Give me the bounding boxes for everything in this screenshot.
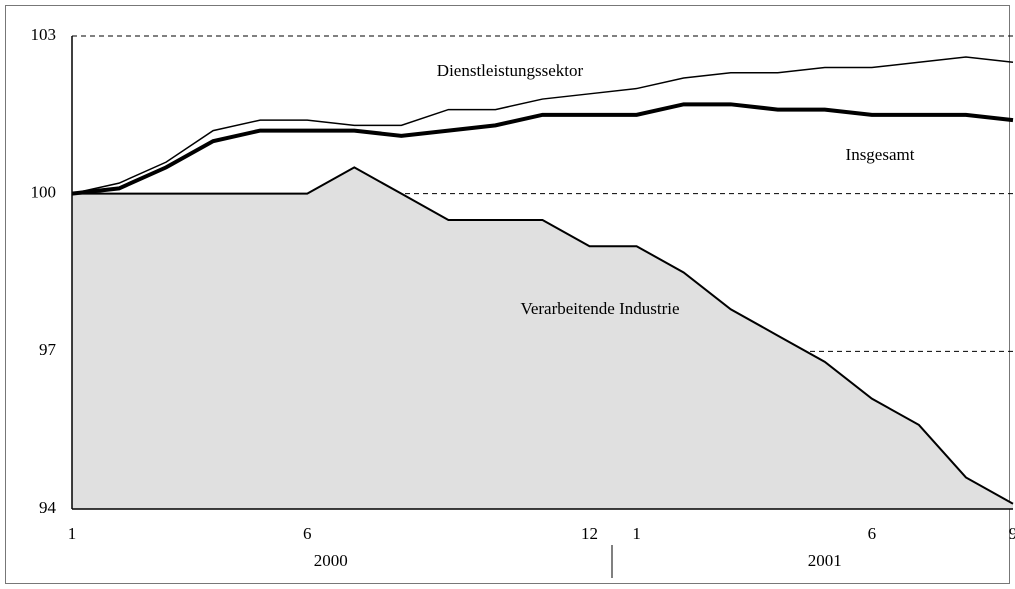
plot <box>71 56 1014 509</box>
line <box>72 166 1014 505</box>
series-label: Dienstleistungssektor <box>437 61 584 80</box>
year-label: 2001 <box>808 551 842 570</box>
x-tick-label: 1 <box>632 524 641 543</box>
x-tick-label: 6 <box>303 524 312 543</box>
area <box>72 167 1013 509</box>
x-tick-label: 6 <box>868 524 877 543</box>
line <box>71 102 1014 196</box>
series-label: Verarbeitende Industrie <box>520 299 679 318</box>
frame <box>5 5 1010 584</box>
x-tick-label: 9 <box>1009 524 1015 543</box>
line <box>71 56 1014 195</box>
x-tick-label: 1 <box>68 524 77 543</box>
y-tick-label: 97 <box>39 340 57 359</box>
year-label: 2000 <box>314 551 348 570</box>
x-tick-label: 12 <box>581 524 598 543</box>
y-tick-label: 100 <box>31 183 57 202</box>
series-label: Insgesamt <box>846 145 915 164</box>
y-tick-label: 94 <box>39 498 57 517</box>
y-tick-label: 103 <box>31 25 57 44</box>
